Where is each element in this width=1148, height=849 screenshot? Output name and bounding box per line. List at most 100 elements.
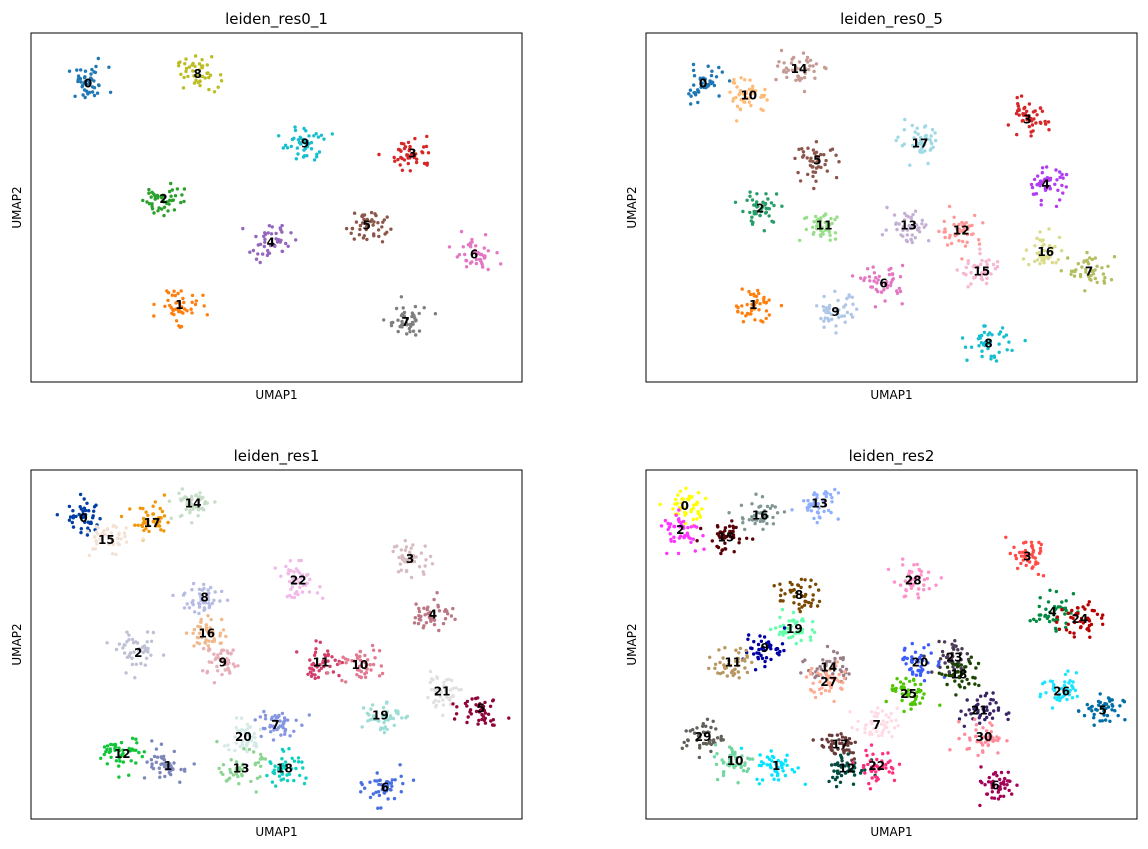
scatter-point-cluster-16 — [727, 511, 731, 515]
cluster-label-4: 4 — [429, 607, 437, 621]
scatter-point-cluster-17 — [146, 523, 151, 528]
scatter-point-cluster-22 — [881, 764, 885, 769]
cluster-label-14: 14 — [820, 660, 837, 674]
scatter-point-cluster-5 — [354, 220, 359, 224]
scatter-point-cluster-1 — [783, 773, 788, 778]
scatter-point-cluster-0 — [693, 91, 698, 95]
cluster-label-17: 17 — [144, 516, 161, 530]
scatter-point-cluster-0 — [67, 69, 72, 73]
scatter-point-cluster-7 — [405, 317, 409, 321]
scatter-point-cluster-9 — [317, 150, 322, 154]
scatter-point-cluster-8 — [799, 577, 804, 581]
scatter-point-cluster-0 — [71, 509, 75, 513]
scatter-point-cluster-11 — [744, 648, 748, 653]
scatter-point-cluster-14 — [201, 495, 205, 500]
scatter-point-cluster-22 — [851, 761, 855, 765]
cluster-label-10: 10 — [352, 658, 369, 672]
scatter-point-cluster-29 — [709, 749, 713, 754]
scatter-point-cluster-0 — [689, 102, 693, 106]
scatter-point-cluster-11 — [340, 660, 344, 665]
scatter-point-cluster-15 — [721, 532, 725, 537]
scatter-point-cluster-3 — [1029, 134, 1033, 138]
scatter-point-cluster-13 — [261, 757, 265, 761]
scatter-point-cluster-14 — [196, 508, 201, 512]
scatter-point-cluster-9 — [295, 146, 300, 150]
scatter-point-cluster-4 — [289, 231, 293, 235]
scatter-point-cluster-13 — [228, 776, 232, 780]
scatter-point-cluster-19 — [794, 641, 798, 646]
scatter-point-cluster-1 — [747, 289, 751, 294]
scatter-point-cluster-5 — [454, 712, 459, 716]
scatter-point-cluster-10 — [734, 760, 739, 764]
scatter-point-cluster-6 — [872, 279, 876, 283]
scatter-point-cluster-3 — [420, 150, 424, 154]
panel-title: leiden_res1 — [234, 447, 320, 466]
scatter-point-cluster-14 — [213, 500, 217, 504]
scatter-point-cluster-21 — [991, 691, 995, 695]
scatter-point-cluster-14 — [806, 67, 811, 72]
scatter-point-cluster-24 — [1055, 620, 1059, 624]
scatter-point-cluster-22 — [897, 762, 902, 766]
scatter-point-cluster-26 — [1038, 695, 1042, 699]
scatter-point-cluster-3 — [1029, 544, 1034, 548]
scatter-point-cluster-9 — [305, 154, 309, 158]
scatter-point-cluster-3 — [1032, 117, 1036, 121]
scatter-point-cluster-26 — [1065, 686, 1069, 691]
scatter-point-cluster-13 — [234, 767, 239, 771]
scatter-point-cluster-8 — [197, 611, 201, 616]
scatter-point-cluster-2 — [668, 532, 672, 536]
scatter-point-cluster-4 — [1043, 188, 1048, 192]
scatter-point-cluster-3 — [1024, 551, 1029, 555]
scatter-point-cluster-17 — [144, 510, 148, 514]
scatter-point-cluster-4 — [413, 616, 417, 620]
scatter-point-cluster-2 — [752, 203, 756, 207]
scatter-point-cluster-21 — [432, 687, 437, 692]
scatter-point-cluster-17 — [836, 747, 840, 751]
scatter-point-cluster-5 — [466, 715, 470, 719]
scatter-point-cluster-12 — [102, 745, 107, 749]
scatter-point-cluster-13 — [240, 763, 245, 767]
scatter-point-cluster-17 — [931, 145, 935, 149]
scatter-point-cluster-3 — [426, 151, 431, 155]
scatter-point-cluster-17 — [910, 123, 914, 128]
scatter-point-cluster-20 — [910, 641, 914, 646]
scatter-point-cluster-28 — [934, 583, 938, 587]
scatter-point-cluster-8 — [779, 588, 783, 592]
scatter-point-cluster-4 — [262, 234, 266, 238]
scatter-point-cluster-7 — [880, 733, 884, 737]
scatter-point-cluster-26 — [1068, 688, 1072, 692]
scatter-point-cluster-2 — [157, 206, 161, 210]
scatter-point-cluster-13 — [920, 218, 924, 222]
scatter-point-cluster-21 — [983, 717, 987, 722]
scatter-point-cluster-28 — [902, 595, 906, 599]
scatter-point-cluster-2 — [702, 547, 706, 551]
scatter-point-cluster-4 — [248, 250, 252, 254]
scatter-point-cluster-30 — [996, 751, 1000, 755]
scatter-point-cluster-6 — [995, 774, 999, 778]
scatter-point-cluster-16 — [741, 521, 745, 525]
scatter-point-cluster-6 — [386, 783, 390, 788]
scatter-point-cluster-4 — [412, 621, 417, 625]
scatter-point-cluster-24 — [1066, 611, 1071, 615]
scatter-point-cluster-10 — [364, 671, 369, 675]
scatter-point-cluster-8 — [809, 578, 813, 582]
scatter-point-cluster-19 — [781, 623, 786, 627]
scatter-point-cluster-9 — [837, 315, 841, 320]
scatter-point-cluster-18 — [953, 662, 957, 667]
scatter-point-cluster-12 — [851, 769, 856, 774]
scatter-point-cluster-11 — [726, 662, 731, 667]
scatter-point-cluster-1 — [753, 318, 757, 322]
scatter-point-cluster-4 — [441, 621, 446, 626]
scatter-point-cluster-6 — [483, 233, 488, 237]
scatter-point-cluster-9 — [322, 137, 326, 141]
scatter-point-cluster-12 — [961, 239, 965, 244]
scatter-point-cluster-8 — [191, 69, 195, 73]
scatter-point-cluster-2 — [161, 653, 166, 657]
scatter-point-cluster-7 — [874, 729, 879, 734]
scatter-point-cluster-6 — [470, 237, 474, 242]
scatter-point-cluster-2 — [151, 630, 156, 635]
scatter-point-cluster-9 — [220, 672, 224, 677]
scatter-point-cluster-11 — [828, 238, 832, 242]
scatter-point-cluster-17 — [923, 142, 927, 146]
scatter-point-cluster-23 — [959, 651, 963, 656]
